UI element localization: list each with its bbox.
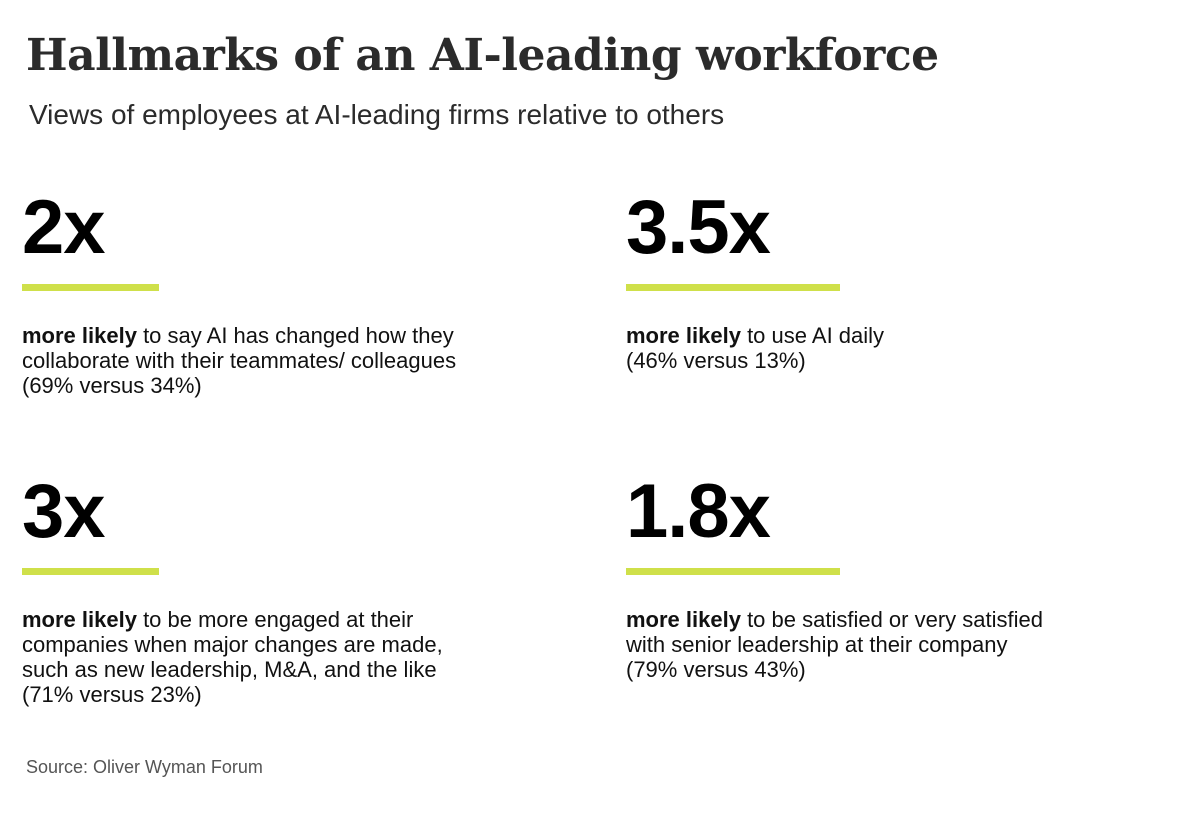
stat-lead: more likely [626,607,741,632]
stat-description: more likely to be satisfied or very sati… [626,607,1166,682]
stat-card-engagement: 3x more likely to be more engaged at the… [22,474,562,707]
stat-comparison: (46% versus 13%) [626,348,806,373]
stat-text: to be more engaged at their [136,607,414,632]
stat-text: to be satisfied or very satisfied [740,607,1043,632]
stat-comparison: (71% versus 23%) [22,682,202,707]
page-title: Hallmarks of an AI-leading workforce [26,30,939,81]
stat-description: more likely to use AI daily (46% versus … [626,323,1166,373]
stat-description-line: more likely to use AI daily [626,323,1166,348]
stat-description-line: more likely to be satisfied or very sati… [626,607,1166,632]
stat-description-line: companies when major changes are made, [22,632,443,657]
page-subtitle: Views of employees at AI-leading firms r… [29,99,725,130]
stat-value: 3x [22,469,106,554]
stat-description: more likely to say AI has changed how th… [22,323,562,398]
stat-description: more likely to be more engaged at their … [22,607,562,707]
stat-value: 2x [22,185,106,270]
accent-bar [22,568,159,575]
stat-description-line: more likely to be more engaged at their [22,607,562,632]
stat-description-line: collaborate with their teammates/ collea… [22,348,457,373]
stat-text: to say AI has changed how they [136,323,454,348]
stat-description-line: such as new leadership, M&A, and the lik… [22,657,437,682]
stat-text: to use AI daily [740,323,885,348]
stat-comparison: (79% versus 43%) [626,657,806,682]
stat-comparison: (69% versus 34%) [22,373,202,398]
stat-card-leadership-satisfaction: 1.8x more likely to be satisfied or very… [626,474,1166,682]
accent-bar [626,568,840,575]
stat-card-collaboration: 2x more likely to say AI has changed how… [22,190,562,398]
accent-bar [626,284,840,291]
accent-bar [22,284,159,291]
stat-lead: more likely [22,323,137,348]
source-note: Source: Oliver Wyman Forum [26,757,263,777]
stat-card-daily-use: 3.5x more likely to use AI daily (46% ve… [626,190,1166,373]
stat-value: 3.5x [626,185,771,270]
stat-value: 1.8x [626,469,771,554]
stat-description-line: with senior leadership at their company [626,632,1008,657]
stat-description-line: more likely to say AI has changed how th… [22,323,562,348]
stat-lead: more likely [626,323,741,348]
stat-lead: more likely [22,607,137,632]
